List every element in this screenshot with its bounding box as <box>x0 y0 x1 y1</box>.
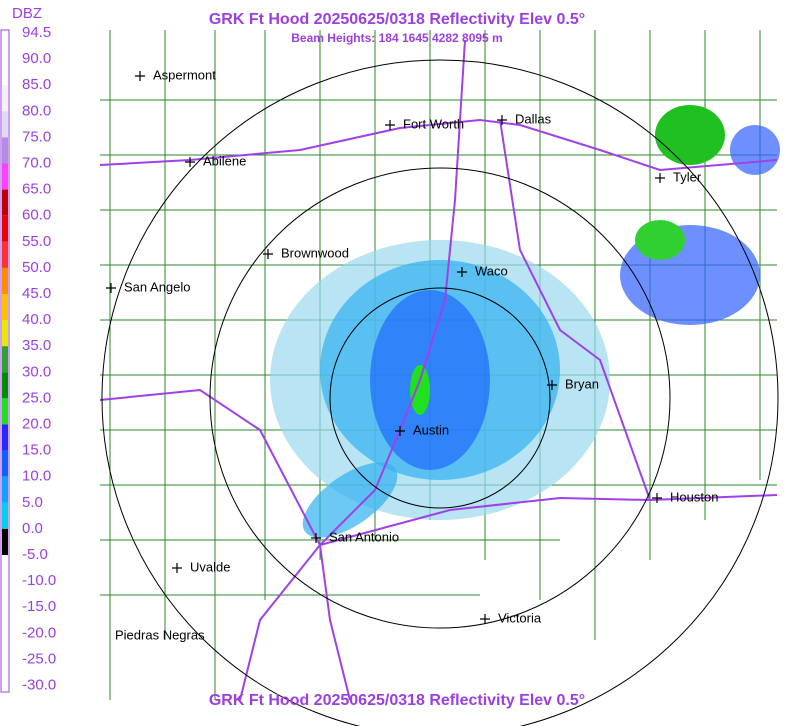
city-marker <box>263 249 273 259</box>
legend-label: 85.0 <box>22 76 51 93</box>
legend-swatch <box>2 581 8 608</box>
city-label: Bryan <box>565 376 599 391</box>
city-label: Piedras Negras <box>115 627 205 642</box>
title: GRK Ft Hood 20250625/0318 Reflectivity E… <box>209 11 585 28</box>
legend-label: 90.0 <box>22 50 51 67</box>
legend-swatch <box>2 189 8 216</box>
legend-swatch <box>2 241 8 268</box>
legend-label: -20.0 <box>22 624 56 641</box>
city-label: Austin <box>413 422 449 437</box>
legend-label: 80.0 <box>22 102 51 119</box>
city-label: Waco <box>475 263 508 278</box>
city-label: Houston <box>670 489 718 504</box>
city-marker <box>652 493 662 503</box>
city-label: Brownwood <box>281 245 349 260</box>
city-label: Tyler <box>673 169 702 184</box>
legend-label: 0.0 <box>22 520 43 537</box>
legend-swatch <box>2 111 8 138</box>
legend-label: 10.0 <box>22 468 51 485</box>
city-label: San Angelo <box>124 279 191 294</box>
legend-swatch <box>2 659 8 686</box>
cities: Aspermont Fort Worth Dallas Abilene Tyler Bro… <box>106 67 718 642</box>
legend-swatch <box>2 633 8 660</box>
legend-swatch <box>2 163 8 190</box>
city-label: Dallas <box>515 111 552 126</box>
city-marker <box>185 157 195 167</box>
legend-label: 20.0 <box>22 415 51 432</box>
legend-label: 40.0 <box>22 311 51 328</box>
city-label: Fort Worth <box>403 116 464 131</box>
legend-label: -25.0 <box>22 650 56 667</box>
legend-label: 45.0 <box>22 285 51 302</box>
city-marker <box>457 267 467 277</box>
legend-label: 60.0 <box>22 207 51 224</box>
city-label: Victoria <box>498 610 542 625</box>
legend-swatch <box>2 215 8 242</box>
legend-label: 70.0 <box>22 154 51 171</box>
legend-swatch <box>2 137 8 164</box>
legend-swatch <box>2 33 8 60</box>
legend-swatch <box>2 294 8 321</box>
legend-label: 55.0 <box>22 233 51 250</box>
city-marker <box>385 120 395 130</box>
city-marker <box>547 380 557 390</box>
legend-label: -15.0 <box>22 598 56 615</box>
city-marker <box>655 173 665 183</box>
legend-label: 65.0 <box>22 181 51 198</box>
legend-swatch <box>2 528 8 555</box>
legend-label: 75.0 <box>22 128 51 145</box>
city-marker <box>497 115 507 125</box>
city-marker <box>395 426 405 436</box>
city-marker <box>480 614 490 624</box>
legend-swatch <box>2 267 8 294</box>
legend-swatch <box>2 450 8 477</box>
legend-swatch <box>2 346 8 373</box>
range-rings <box>101 59 779 726</box>
legend-swatch <box>2 85 8 112</box>
legend-swatch <box>2 476 8 503</box>
city-label: San Antonio <box>329 529 399 544</box>
legend-swatch <box>2 59 8 86</box>
legend-swatch <box>2 607 8 634</box>
legend-label: -10.0 <box>22 572 56 589</box>
legend-label: -5.0 <box>22 546 48 563</box>
legend-label: 25.0 <box>22 389 51 406</box>
radar-echoes <box>270 105 780 538</box>
city-marker <box>172 563 182 573</box>
legend-swatch <box>2 372 8 399</box>
legend-label: 35.0 <box>22 337 51 354</box>
legend-label: 94.5 <box>22 24 51 41</box>
city-marker <box>135 71 145 81</box>
city-marker <box>311 533 321 543</box>
legend-swatch <box>2 424 8 451</box>
legend: DBZ 94.5 90.0 85.0 80.0 75.0 70.0 65.0 60.0 55.0… <box>0 5 56 693</box>
legend-label: 50.0 <box>22 259 51 276</box>
city-marker <box>106 283 116 293</box>
subtitle: Beam Heights: 184 1645 4282 8095 m <box>291 31 502 45</box>
legend-swatch <box>2 555 8 582</box>
roads <box>99 39 778 701</box>
legend-label: 5.0 <box>22 494 43 511</box>
legend-frame <box>0 29 10 693</box>
city-label: Aspermont <box>153 67 216 82</box>
footer-title: GRK Ft Hood 20250625/0318 Reflectivity E… <box>209 692 585 709</box>
legend-label: 15.0 <box>22 442 51 459</box>
legend-swatch <box>2 398 8 425</box>
city-label: Uvalde <box>190 559 230 574</box>
city-label: Abilene <box>203 153 246 168</box>
legend-unit: DBZ <box>12 5 42 22</box>
legend-label: 30.0 <box>22 363 51 380</box>
legend-swatch <box>2 320 8 347</box>
legend-label: -30.0 <box>22 676 56 693</box>
legend-swatch <box>2 502 8 529</box>
